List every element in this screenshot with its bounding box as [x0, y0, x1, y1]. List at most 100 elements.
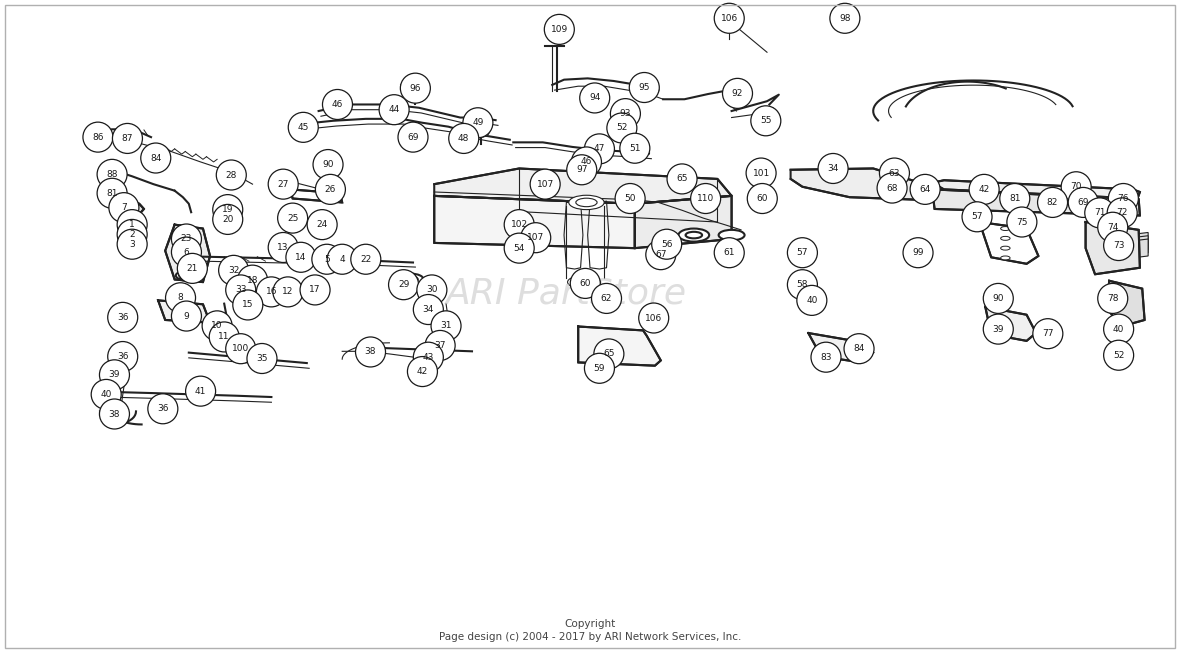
Circle shape — [431, 311, 461, 341]
Text: 60: 60 — [579, 279, 591, 288]
Circle shape — [910, 174, 940, 204]
Text: 26: 26 — [324, 185, 336, 194]
Circle shape — [638, 303, 669, 333]
Circle shape — [225, 275, 256, 305]
Text: 3: 3 — [130, 240, 135, 249]
Circle shape — [425, 330, 455, 360]
Circle shape — [969, 174, 999, 204]
Polygon shape — [979, 222, 1038, 264]
Text: 83: 83 — [820, 353, 832, 362]
Text: 73: 73 — [1113, 241, 1125, 250]
Text: 106: 106 — [721, 14, 738, 23]
Text: 93: 93 — [620, 109, 631, 118]
Text: 5: 5 — [324, 255, 329, 264]
Circle shape — [99, 399, 130, 429]
Circle shape — [99, 360, 130, 390]
Text: 71: 71 — [1094, 208, 1106, 217]
Text: 21: 21 — [186, 264, 198, 273]
Text: 67: 67 — [655, 250, 667, 259]
Circle shape — [610, 99, 641, 129]
Ellipse shape — [1001, 227, 1010, 231]
Ellipse shape — [719, 230, 745, 240]
Circle shape — [117, 210, 148, 240]
Circle shape — [520, 223, 551, 253]
Text: 65: 65 — [603, 349, 615, 358]
Text: 46: 46 — [581, 157, 592, 167]
Text: 24: 24 — [316, 220, 328, 229]
Circle shape — [288, 112, 319, 142]
Circle shape — [796, 285, 827, 315]
Circle shape — [268, 169, 299, 199]
Text: 45: 45 — [297, 123, 309, 132]
Ellipse shape — [247, 276, 257, 281]
Circle shape — [818, 153, 848, 183]
Text: Page design (c) 2004 - 2017 by ARI Network Services, Inc.: Page design (c) 2004 - 2017 by ARI Netwo… — [439, 631, 741, 642]
Text: 94: 94 — [589, 93, 601, 103]
Text: 75: 75 — [1016, 217, 1028, 227]
Text: 55: 55 — [760, 116, 772, 125]
Circle shape — [566, 155, 597, 185]
Text: 10: 10 — [211, 321, 223, 330]
Circle shape — [209, 322, 240, 352]
Text: 40: 40 — [100, 390, 112, 399]
Text: 86: 86 — [92, 133, 104, 142]
Text: 59: 59 — [594, 364, 605, 373]
Text: 61: 61 — [723, 248, 735, 257]
Ellipse shape — [267, 288, 276, 293]
Text: 81: 81 — [1009, 194, 1021, 203]
Circle shape — [594, 339, 624, 369]
Circle shape — [591, 283, 622, 313]
Text: 102: 102 — [511, 220, 527, 229]
Circle shape — [983, 283, 1014, 313]
Text: 78: 78 — [1107, 294, 1119, 303]
Text: 19: 19 — [222, 205, 234, 214]
Ellipse shape — [686, 232, 702, 238]
Polygon shape — [290, 189, 342, 202]
Text: 22: 22 — [360, 255, 372, 264]
Ellipse shape — [176, 271, 197, 280]
Text: 82: 82 — [1047, 198, 1058, 207]
Text: 29: 29 — [398, 280, 409, 289]
Circle shape — [750, 106, 781, 136]
Text: ARI PartStore: ARI PartStore — [446, 277, 687, 311]
Circle shape — [1061, 172, 1092, 202]
Text: 95: 95 — [638, 83, 650, 92]
Text: 39: 39 — [992, 325, 1004, 334]
Circle shape — [877, 173, 907, 203]
Circle shape — [607, 113, 637, 143]
Text: 40: 40 — [806, 296, 818, 305]
Text: 46: 46 — [332, 100, 343, 109]
Text: 97: 97 — [576, 165, 588, 174]
Ellipse shape — [229, 266, 240, 272]
Circle shape — [1097, 283, 1128, 313]
Text: 41: 41 — [195, 387, 206, 396]
Circle shape — [212, 204, 243, 234]
Text: 106: 106 — [645, 313, 662, 323]
Circle shape — [313, 150, 343, 180]
Text: 84: 84 — [150, 153, 162, 163]
Text: 69: 69 — [1077, 198, 1089, 207]
Circle shape — [579, 83, 610, 113]
Text: 11: 11 — [218, 332, 230, 342]
Text: 92: 92 — [732, 89, 743, 98]
Text: 42: 42 — [978, 185, 990, 194]
Polygon shape — [1127, 239, 1148, 259]
Circle shape — [256, 277, 287, 307]
Circle shape — [218, 255, 249, 285]
Ellipse shape — [235, 345, 247, 350]
Circle shape — [379, 95, 409, 125]
Circle shape — [327, 244, 358, 274]
Circle shape — [117, 229, 148, 259]
Ellipse shape — [218, 333, 230, 338]
Text: 17: 17 — [309, 285, 321, 295]
Circle shape — [413, 295, 444, 325]
Circle shape — [962, 202, 992, 232]
Text: 15: 15 — [242, 300, 254, 310]
Ellipse shape — [235, 286, 245, 291]
Circle shape — [722, 78, 753, 108]
Circle shape — [112, 123, 143, 153]
Circle shape — [97, 178, 127, 208]
Text: 7: 7 — [122, 203, 126, 212]
Circle shape — [171, 301, 202, 331]
Circle shape — [165, 283, 196, 313]
